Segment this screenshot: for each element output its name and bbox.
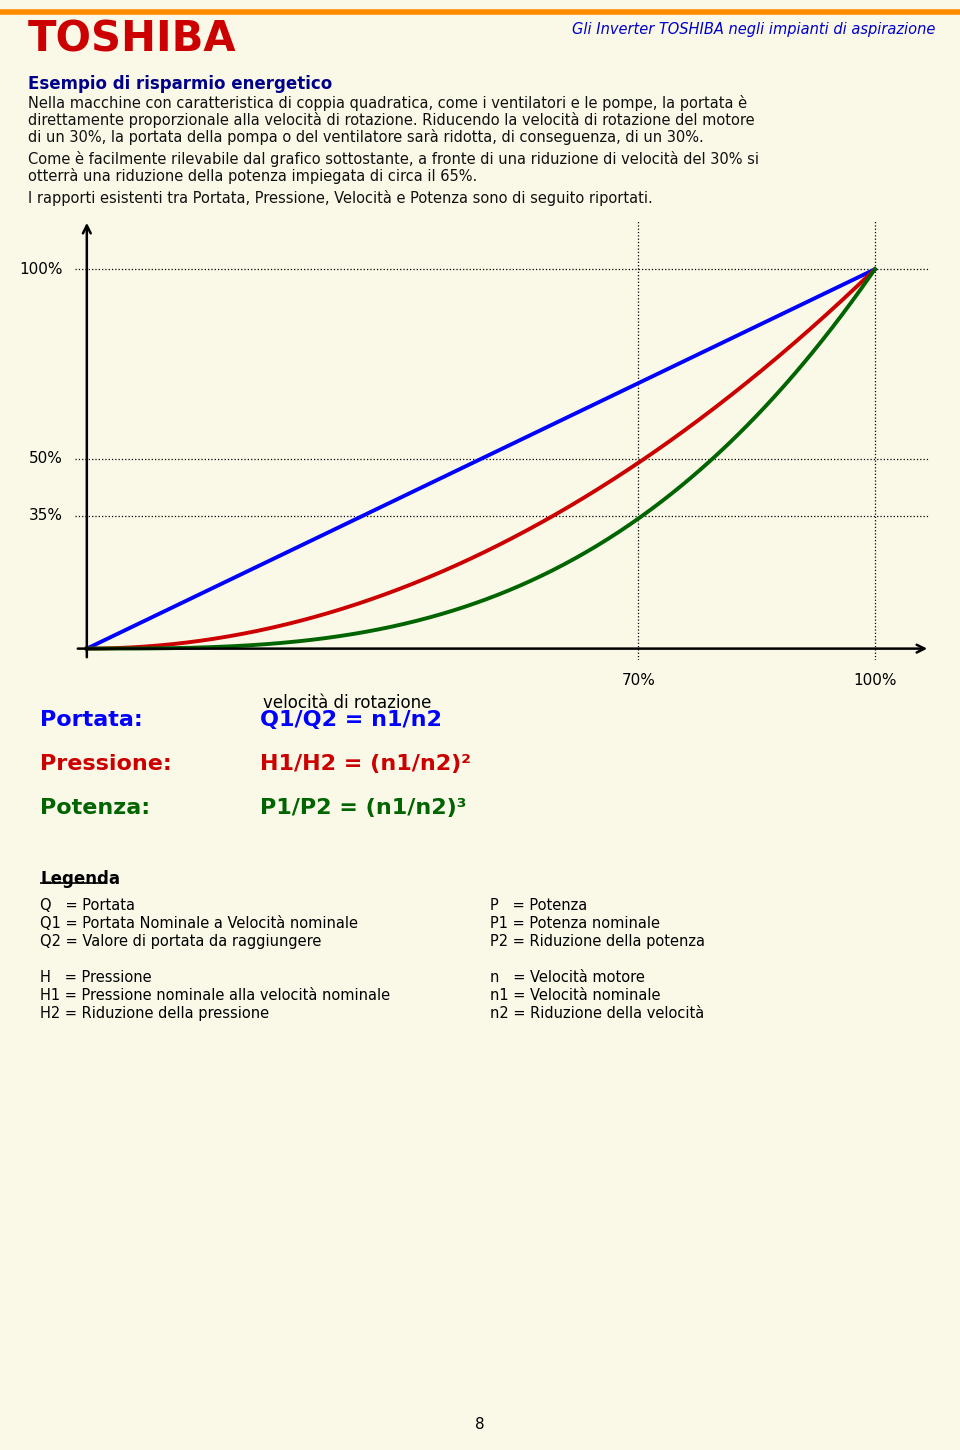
Text: di un 30%, la portata della pompa o del ventilatore sarà ridotta, di conseguenza: di un 30%, la portata della pompa o del … (28, 129, 704, 145)
Text: 50%: 50% (30, 451, 63, 467)
Text: H2 = Riduzione della pressione: H2 = Riduzione della pressione (40, 1006, 269, 1021)
Text: 8: 8 (475, 1417, 485, 1433)
Text: TOSHIBA: TOSHIBA (28, 17, 236, 59)
Text: Q   = Portata: Q = Portata (40, 898, 135, 914)
Text: direttamente proporzionale alla velocità di rotazione. Riducendo la velocità di : direttamente proporzionale alla velocità… (28, 112, 755, 128)
Text: P1/P2 = (n1/n2)³: P1/P2 = (n1/n2)³ (260, 798, 467, 818)
Text: 100%: 100% (853, 673, 897, 689)
Text: 70%: 70% (621, 673, 656, 689)
Text: Q2 = Valore di portata da raggiungere: Q2 = Valore di portata da raggiungere (40, 934, 322, 948)
Text: 100%: 100% (19, 262, 63, 277)
Text: H1/H2 = (n1/n2)²: H1/H2 = (n1/n2)² (260, 754, 471, 774)
Text: velocità di rotazione: velocità di rotazione (263, 695, 431, 712)
Text: Legenda: Legenda (40, 870, 120, 887)
Text: Nella macchine con caratteristica di coppia quadratica, come i ventilatori e le : Nella macchine con caratteristica di cop… (28, 96, 747, 112)
Text: n1 = Velocità nominale: n1 = Velocità nominale (490, 987, 660, 1003)
Text: Come è facilmente rilevabile dal grafico sottostante, a fronte di una riduzione : Come è facilmente rilevabile dal grafico… (28, 151, 759, 167)
Text: n2 = Riduzione della velocità: n2 = Riduzione della velocità (490, 1006, 705, 1021)
Text: P   = Potenza: P = Potenza (490, 898, 588, 914)
Text: P1 = Potenza nominale: P1 = Potenza nominale (490, 916, 660, 931)
Text: H   = Pressione: H = Pressione (40, 970, 152, 985)
Text: Q1/Q2 = n1/n2: Q1/Q2 = n1/n2 (260, 710, 442, 729)
Text: Pressione:: Pressione: (40, 754, 172, 774)
Text: Potenza:: Potenza: (40, 798, 150, 818)
Text: Gli Inverter TOSHIBA negli impianti di aspirazione: Gli Inverter TOSHIBA negli impianti di a… (571, 22, 935, 38)
Text: P2 = Riduzione della potenza: P2 = Riduzione della potenza (490, 934, 705, 948)
Text: Portata:: Portata: (40, 710, 143, 729)
Text: Esempio di risparmio energetico: Esempio di risparmio energetico (28, 75, 332, 93)
Text: I rapporti esistenti tra Portata, Pressione, Velocità e Potenza sono di seguito : I rapporti esistenti tra Portata, Pressi… (28, 190, 653, 206)
Text: 35%: 35% (29, 509, 63, 523)
Text: n   = Velocità motore: n = Velocità motore (490, 970, 645, 985)
Text: Q1 = Portata Nominale a Velocità nominale: Q1 = Portata Nominale a Velocità nominal… (40, 916, 358, 931)
Text: otterrà una riduzione della potenza impiegata di circa il 65%.: otterrà una riduzione della potenza impi… (28, 168, 477, 184)
Text: H1 = Pressione nominale alla velocità nominale: H1 = Pressione nominale alla velocità no… (40, 987, 390, 1003)
